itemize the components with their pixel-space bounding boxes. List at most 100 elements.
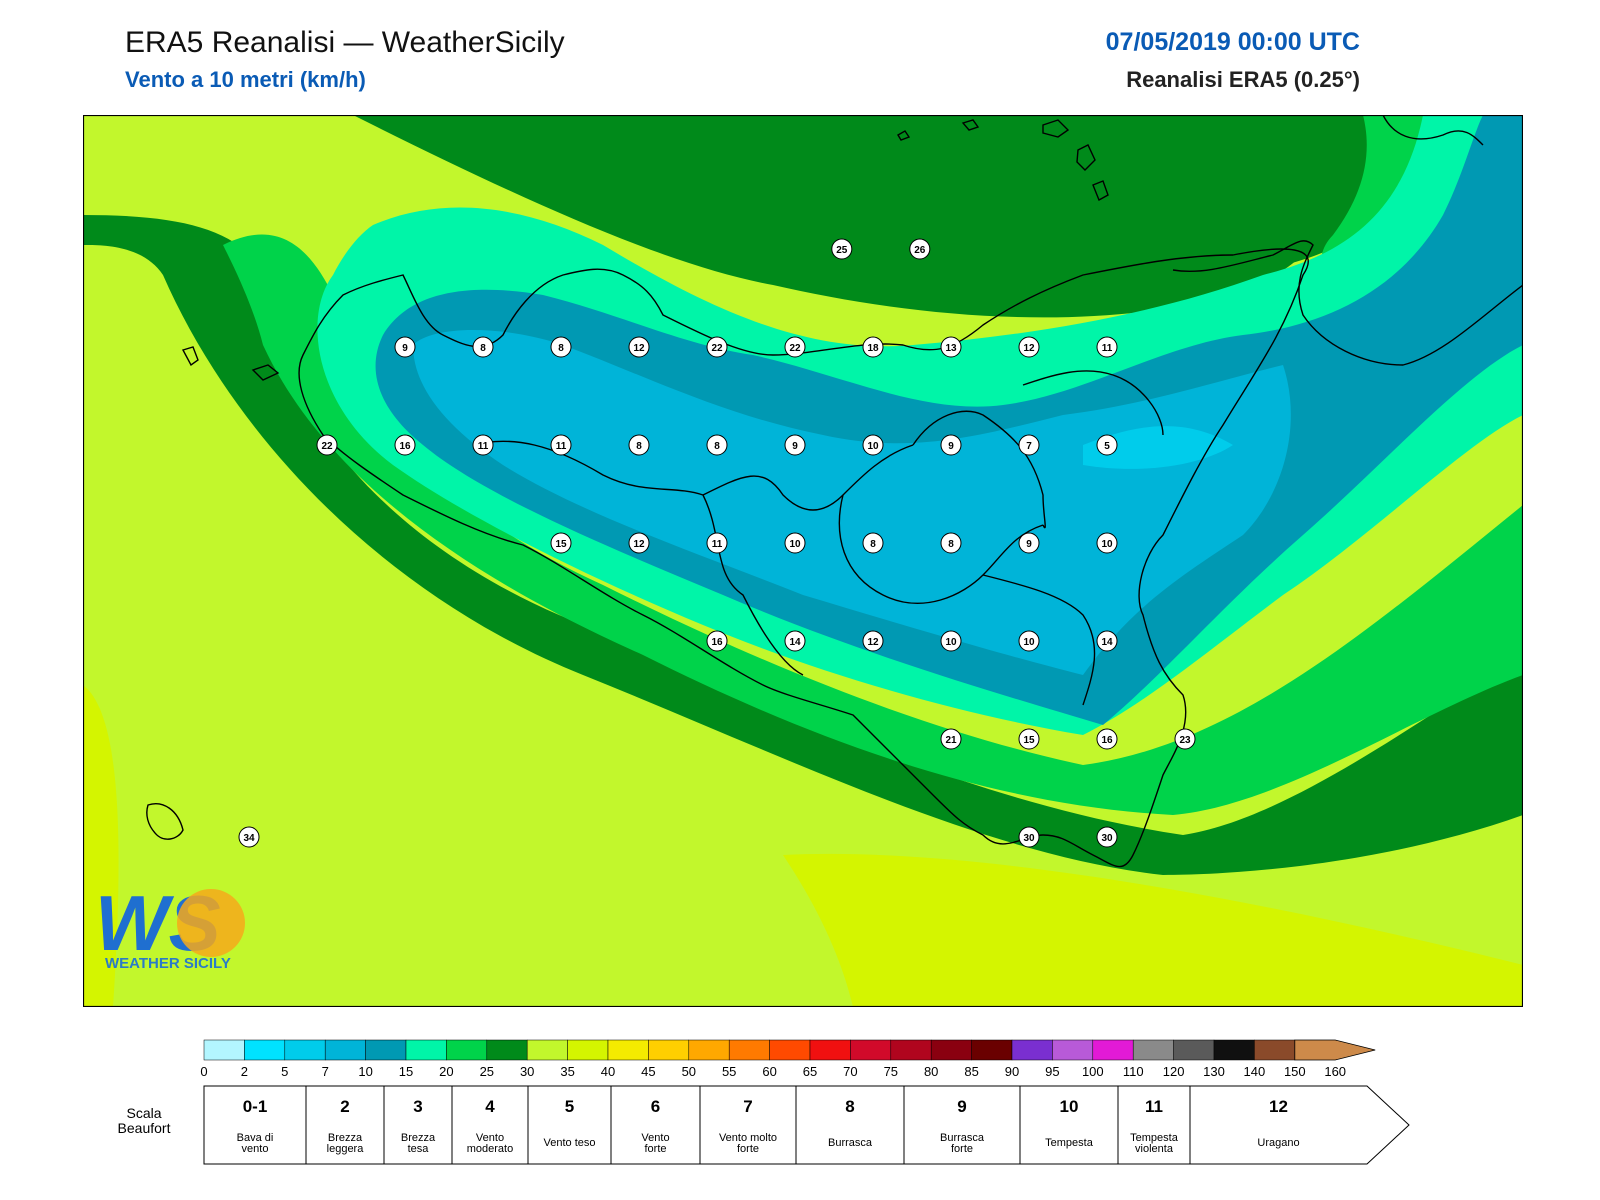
wind-label-value: 22: [321, 441, 333, 452]
ustica-island: [897, 130, 911, 141]
coastline: [146, 115, 1523, 868]
wind-label-value: 30: [1023, 833, 1035, 844]
province-border: [838, 494, 1044, 604]
beaufort-desc: Vento molto: [719, 1132, 777, 1144]
wind-speed-label: 12: [1018, 336, 1040, 358]
wind-speed-label: 10: [862, 434, 884, 456]
sicily-coastline: [298, 248, 1309, 868]
wind-speed-label: 10: [1018, 630, 1040, 652]
colorbar-swatch: [1052, 1039, 1094, 1061]
wind-label-value: 8: [714, 441, 720, 452]
beaufort-desc: violenta: [1135, 1143, 1174, 1155]
wind-label-value: 13: [945, 343, 957, 354]
wind-label-marker: [1018, 336, 1040, 358]
colorbar-swatch: [890, 1039, 932, 1061]
wind-speed-label: 14: [784, 630, 806, 652]
colorbar-swatch: [850, 1039, 892, 1061]
colorbar-tick: 85: [964, 1064, 978, 1079]
colorbar-tick: 25: [480, 1064, 494, 1079]
wind-label-marker: [1018, 630, 1040, 652]
wind-label-value: 8: [948, 539, 954, 550]
marettimo-island: [181, 346, 199, 367]
colorbar-tick: 90: [1005, 1064, 1019, 1079]
weather-sicily-logo: WS WEATHER SICILY: [95, 879, 245, 972]
band-7-10: [413, 330, 1291, 675]
wind-label-value: 14: [789, 637, 801, 648]
valid-date: 07/05/2019 00:00 UTC: [1105, 28, 1360, 56]
wind-label-value: 7: [1026, 441, 1032, 452]
wind-speed-label: 5: [1096, 434, 1118, 456]
colorbar-swatch: [567, 1039, 609, 1061]
colorbar-tick: 0: [200, 1064, 207, 1079]
wind-label-marker: [862, 434, 884, 456]
colorbar-tick: 55: [722, 1064, 736, 1079]
colorbar-swatch: [1294, 1039, 1376, 1061]
colorbar-swatch: [688, 1039, 730, 1061]
beaufort-number: 3: [413, 1097, 422, 1116]
beaufort-number: 8: [845, 1097, 854, 1116]
beaufort-desc: tesa: [408, 1143, 430, 1155]
wind-label-marker: [940, 630, 962, 652]
wind-speed-label: 11: [1096, 336, 1118, 358]
band-5-7: [1083, 426, 1233, 469]
wind-label-value: 12: [633, 539, 645, 550]
wind-label-marker: [706, 434, 728, 456]
beaufort-number: 2: [340, 1097, 349, 1116]
beaufort-desc: forte: [951, 1143, 973, 1155]
legend: 0 2 5 7 10 15 20 25 30 35 40 45 50 55 60 65 70 75 80 85 90 95…: [118, 1039, 1410, 1165]
wind-label-value: 21: [945, 735, 957, 746]
band-35-40: [783, 853, 1523, 1007]
alicudi-island: [961, 119, 980, 131]
band-25-30: [353, 115, 1352, 318]
beaufort-desc: leggera: [327, 1143, 365, 1155]
colorbar-swatch: [486, 1039, 528, 1061]
wind-label-value: 12: [1023, 343, 1035, 354]
wind-label-value: 10: [1101, 539, 1113, 550]
colorbar-tick: 15: [399, 1064, 413, 1079]
wind-label-value: 10: [945, 637, 957, 648]
wind-label-value: 16: [399, 441, 411, 452]
wind-label-marker: [1096, 336, 1118, 358]
wind-label-marker: [862, 336, 884, 358]
wind-speed-label: 26: [909, 238, 931, 260]
wind-label-value: 18: [867, 343, 879, 354]
wind-label-value: 11: [712, 539, 723, 550]
wind-label-marker: [909, 238, 931, 260]
pantelleria-island: [146, 803, 184, 840]
colorbar-tick: 5: [281, 1064, 288, 1079]
band-35-40: [83, 685, 119, 1007]
colorbar-tick: 95: [1045, 1064, 1059, 1079]
wind-speed-label: 15: [1018, 728, 1040, 750]
wind-speed-label: 22: [316, 434, 338, 456]
colorbar-swatch: [1132, 1039, 1174, 1061]
wind-speed-label: 30: [1018, 826, 1040, 848]
wind-speed-label: 9: [1018, 532, 1040, 554]
colorbar-swatch: [809, 1039, 851, 1061]
wind-label-marker: [706, 532, 728, 554]
beaufort-desc: Burrasca: [940, 1132, 985, 1144]
colorbar-swatch: [648, 1039, 690, 1061]
wind-speed-label: 12: [628, 532, 650, 554]
colorbar-swatch: [607, 1039, 649, 1061]
beaufort-number: 5: [565, 1097, 574, 1116]
wind-label-marker: [1174, 728, 1196, 750]
wind-label-marker: [940, 434, 962, 456]
wind-label-marker: [550, 336, 572, 358]
wind-label-marker: [394, 336, 416, 358]
colorbar-tick: 70: [843, 1064, 857, 1079]
colorbar-tick: 30: [520, 1064, 534, 1079]
calabria-coastline: [1382, 115, 1484, 146]
wind-speed-label: 12: [862, 630, 884, 652]
beaufort-desc: forte: [737, 1143, 759, 1155]
colorbar-swatch: [1011, 1039, 1053, 1061]
wind-label-value: 15: [555, 539, 567, 550]
wind-label-value: 16: [1101, 735, 1113, 746]
colorbar-swatch: [1254, 1039, 1296, 1061]
beaufort-desc: Brezza: [328, 1132, 363, 1144]
wind-label-marker: [940, 728, 962, 750]
colorbar-tick: 10: [358, 1064, 372, 1079]
beaufort-frame: [203, 1085, 1410, 1165]
wind-label-marker: [940, 532, 962, 554]
province-border: [702, 444, 914, 511]
beaufort-desc: moderato: [467, 1143, 513, 1155]
